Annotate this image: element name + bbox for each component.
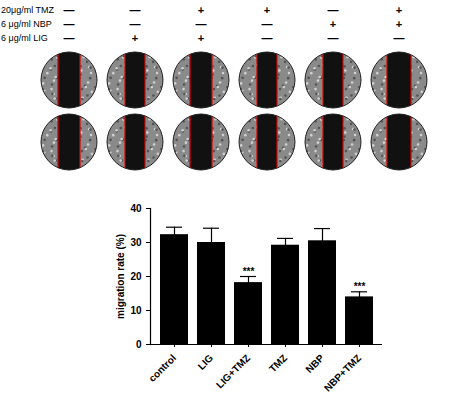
svg-text:+: + [264,4,270,16]
svg-text:—: — [64,32,75,44]
svg-text:—: — [64,4,75,16]
svg-text:—: — [328,4,339,16]
svg-text:TMZ: TMZ [267,352,289,374]
svg-text:***: *** [243,266,255,277]
svg-text:LIG: LIG [196,352,216,372]
svg-text:—: — [394,32,405,44]
svg-text:40: 40 [130,203,142,214]
svg-text:6 μg/ml LIG: 6 μg/ml LIG [1,33,48,43]
svg-text:+: + [330,18,336,30]
svg-text:0: 0 [136,339,142,350]
svg-text:+: + [396,4,402,16]
svg-text:***: *** [354,281,366,292]
svg-text:30: 30 [130,237,142,248]
svg-text:LIG+TMZ: LIG+TMZ [214,352,252,390]
svg-text:10: 10 [130,305,142,316]
svg-text:—: — [196,18,207,30]
svg-text:NBP+TMZ: NBP+TMZ [322,352,363,393]
svg-text:—: — [130,18,141,30]
svg-text:+: + [198,32,204,44]
svg-text:6 μg/ml NBP: 6 μg/ml NBP [1,19,52,29]
svg-text:+: + [198,4,204,16]
svg-text:20: 20 [130,271,142,282]
svg-text:NBP: NBP [303,352,326,375]
svg-text:+: + [396,18,402,30]
svg-text:—: — [130,4,141,16]
svg-text:—: — [262,18,273,30]
svg-text:—: — [262,32,273,44]
svg-text:control: control [146,352,178,384]
svg-text:migration rate (%): migration rate (%) [115,234,126,319]
svg-text:—: — [328,32,339,44]
svg-text:20μg/ml TMZ: 20μg/ml TMZ [1,5,55,15]
svg-text:—: — [64,18,75,30]
svg-text:+: + [132,32,138,44]
